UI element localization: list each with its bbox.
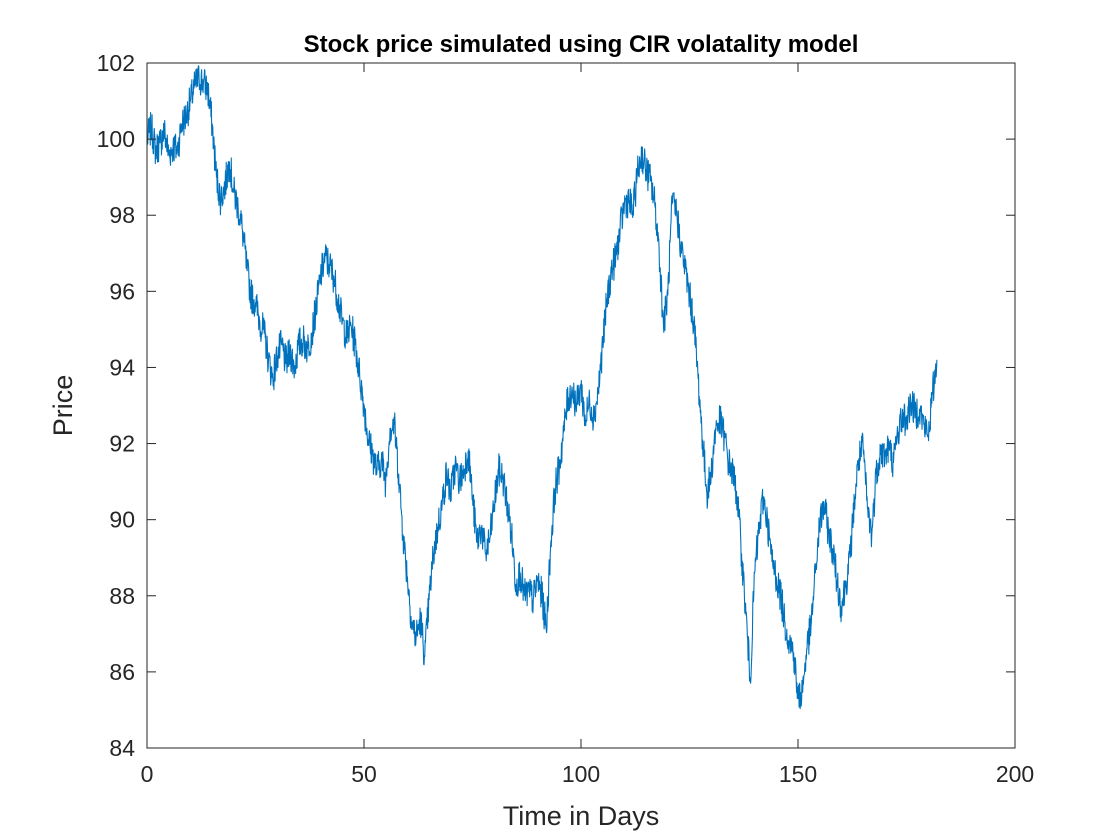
x-tick-label: 50 <box>351 761 377 787</box>
y-tick-label: 88 <box>109 583 135 609</box>
y-tick-label: 94 <box>109 354 135 380</box>
y-axis: 84 86 88 90 92 94 96 98 100 102 <box>97 50 1015 761</box>
y-tick-label: 102 <box>97 50 135 76</box>
y-tick-label: 96 <box>109 278 135 304</box>
axes-box <box>146 62 1016 749</box>
y-tick-label: 84 <box>109 735 135 761</box>
x-axis: 0 50 100 150 200 <box>141 63 1034 787</box>
y-axis-label: Price <box>48 375 78 437</box>
y-tick-label: 92 <box>109 431 135 457</box>
y-tick-label: 98 <box>109 202 135 228</box>
x-axis-label: Time in Days <box>503 801 660 831</box>
plot-area <box>146 65 938 710</box>
chart-title: Stock price simulated using CIR volatali… <box>304 31 859 58</box>
y-tick-label: 86 <box>109 659 135 685</box>
y-tick-label: 100 <box>97 126 135 152</box>
x-tick-label: 200 <box>996 761 1034 787</box>
x-tick-label: 150 <box>779 761 817 787</box>
x-tick-label: 0 <box>141 761 154 787</box>
y-tick-label: 90 <box>109 507 135 533</box>
x-tick-label: 100 <box>562 761 600 787</box>
series-line <box>146 65 938 710</box>
